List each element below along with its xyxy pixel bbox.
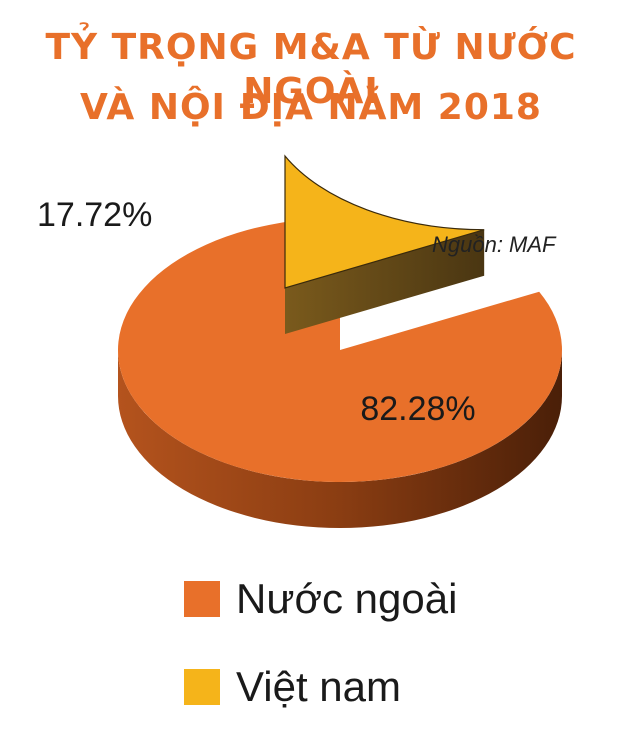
source-note: Nguồn: MAF [432, 232, 556, 257]
slice-side-vietnam [285, 229, 485, 334]
legend-item-foreign: Nước ngoài [184, 574, 457, 624]
chart-title-line-2: VÀ NỘI ĐỊA NĂM 2018 [80, 87, 542, 128]
legend-label-vietnam: Việt nam [236, 663, 401, 710]
legend-item-vietnam: Việt nam [184, 662, 401, 712]
pie-chart: 82.28% 17.72% [37, 154, 562, 528]
legend-label-foreign: Nước ngoài [236, 575, 458, 622]
slice-side-foreign [118, 350, 562, 528]
chart-title-line-1: TỶ TRỌNG M&A TỪ NƯỚC NGOÀI [45, 27, 577, 112]
slice-vietnam [284, 154, 485, 289]
data-label-foreign: 82.28% [360, 390, 475, 428]
legend-swatch-vietnam [184, 669, 220, 705]
legend-swatch-foreign [184, 581, 220, 617]
data-label-vietnam: 17.72% [37, 196, 152, 234]
slice-foreign [118, 218, 562, 483]
